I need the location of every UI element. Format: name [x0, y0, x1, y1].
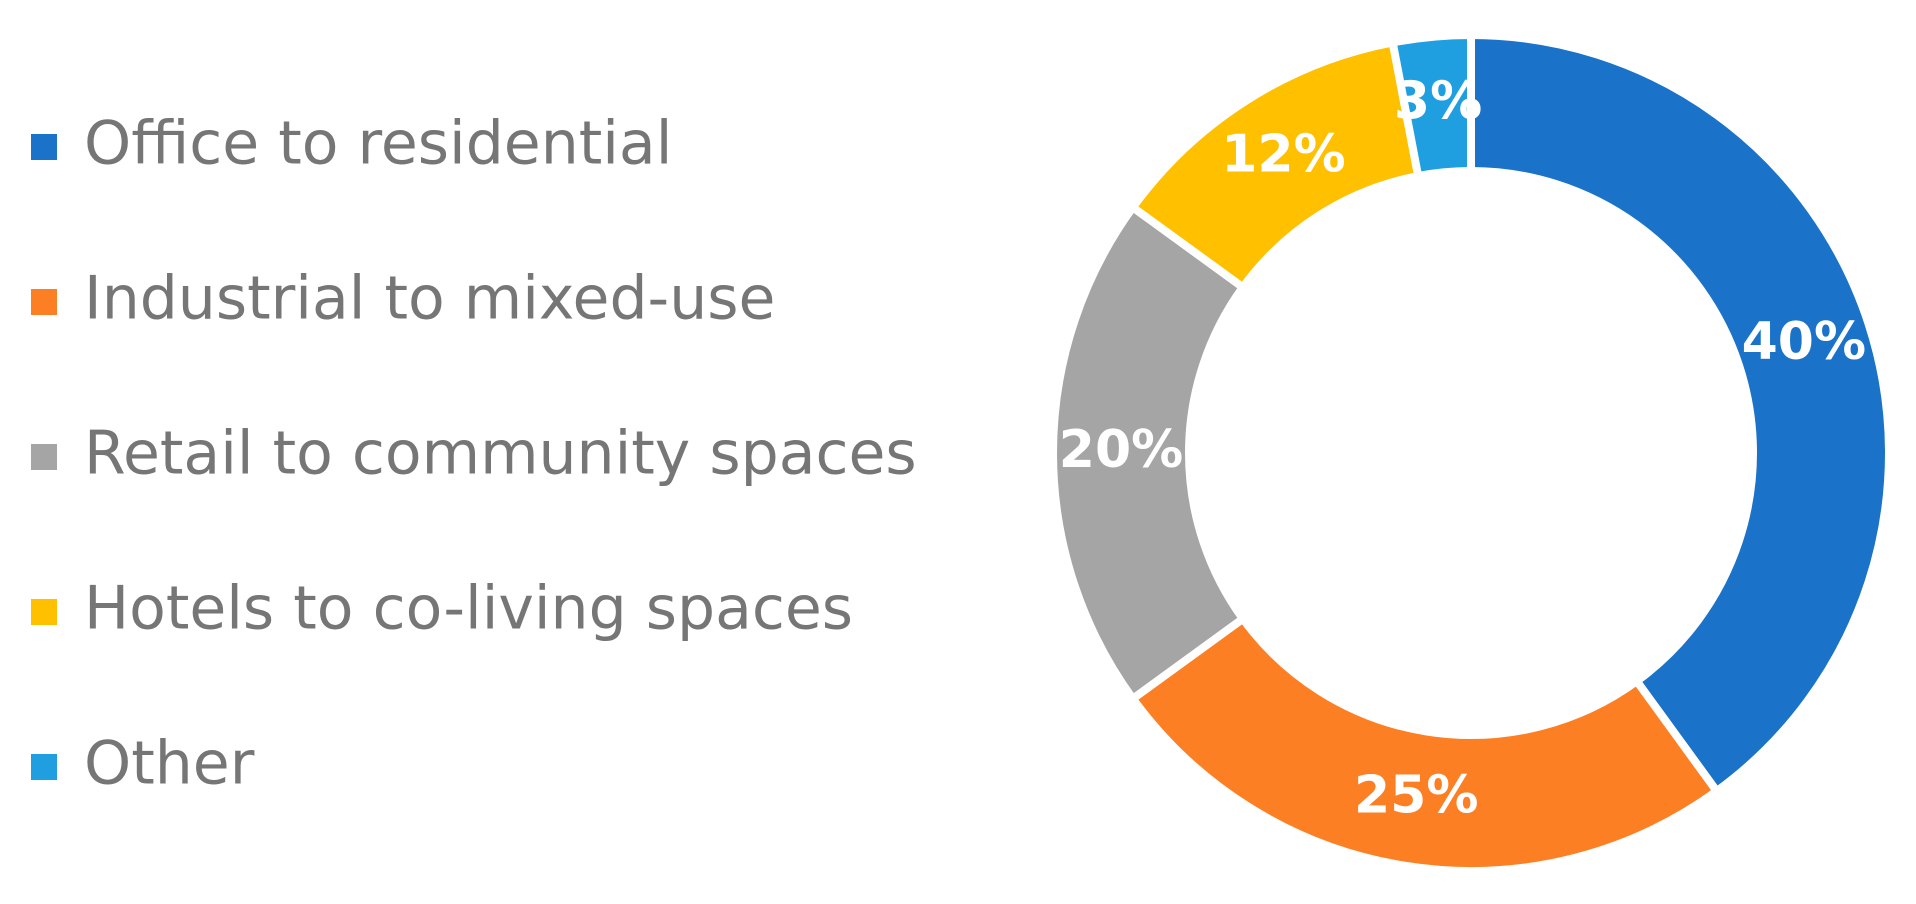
data-label: 40% [1742, 312, 1866, 372]
data-label: 20% [1059, 420, 1183, 480]
data-label: 12% [1221, 124, 1345, 184]
donut-segment [1127, 613, 1723, 875]
legend-label: Retail to community spaces [84, 419, 917, 489]
legend-label: Hotels to co-living spaces [84, 574, 853, 644]
legend-swatch [31, 134, 57, 160]
legend-swatch [31, 754, 57, 780]
legend-swatch [31, 599, 57, 625]
legend-label: Office to residential [84, 109, 672, 179]
legend-label: Industrial to mixed-use [84, 264, 775, 334]
legend-label: Other [84, 729, 255, 799]
legend-swatch [31, 289, 57, 315]
legend-swatch [31, 444, 57, 470]
donut-segment [1049, 201, 1249, 705]
data-label: 3% [1394, 72, 1482, 132]
donut-segment [1467, 30, 1893, 797]
data-label: 25% [1354, 766, 1478, 826]
donut-segment [1387, 30, 1475, 181]
